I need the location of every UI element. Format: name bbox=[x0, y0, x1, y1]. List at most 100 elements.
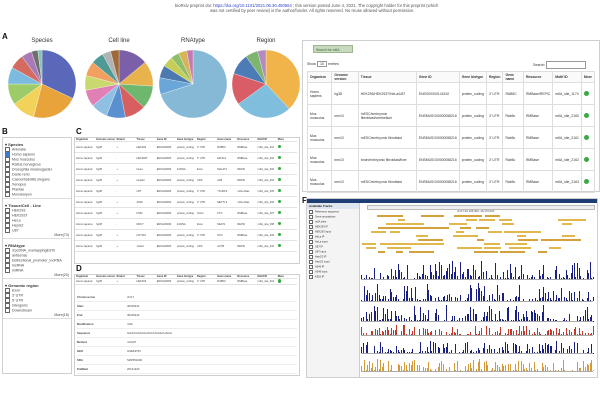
track-list-item[interactable]: Gene annotations bbox=[307, 214, 359, 219]
overview-ruler[interactable] bbox=[367, 205, 595, 210]
filter-item-tissue[interactable]: HeLa bbox=[5, 218, 69, 223]
more-cell[interactable] bbox=[276, 278, 297, 285]
gene-feature[interactable] bbox=[465, 219, 477, 221]
track-list-item[interactable]: A549 IP bbox=[307, 264, 359, 269]
more-cell[interactable] bbox=[276, 185, 297, 197]
track-list-item[interactable]: HepG2 IP bbox=[307, 254, 359, 259]
column-header[interactable]: Resource bbox=[522, 71, 554, 83]
table-row[interactable]: Homo sapiens hg38- HEK293T ENSG00000 protein… bbox=[75, 152, 297, 164]
more-cell[interactable] bbox=[580, 126, 596, 149]
checkbox[interactable] bbox=[309, 219, 313, 224]
table-row[interactable]: Homo sapiens hg38 + HCT116 ENSG00000 protein_… bbox=[75, 229, 297, 241]
track-list-item[interactable]: A549 input bbox=[307, 269, 359, 274]
gene-feature[interactable] bbox=[499, 251, 525, 253]
more-icon[interactable] bbox=[277, 221, 282, 226]
checkbox[interactable] bbox=[5, 223, 10, 228]
gene-feature[interactable] bbox=[475, 227, 490, 229]
checkbox[interactable] bbox=[309, 244, 313, 249]
gene-feature[interactable] bbox=[517, 239, 539, 241]
track-list-item[interactable]: U87 input bbox=[307, 249, 359, 254]
checkbox[interactable] bbox=[5, 303, 10, 308]
checkbox[interactable] bbox=[5, 293, 10, 298]
more-cell[interactable] bbox=[276, 196, 297, 208]
column-header[interactable]: Tissue bbox=[357, 71, 417, 83]
filter-item-tissue[interactable]: U87 bbox=[5, 228, 69, 233]
checkbox[interactable] bbox=[5, 248, 10, 253]
more-cell[interactable] bbox=[276, 207, 297, 219]
table-row[interactable]: Mus musculus mm10 mESC/embryonic fibroblas… bbox=[306, 126, 596, 149]
gene-feature[interactable] bbox=[538, 251, 548, 253]
filter-item-tissue[interactable]: HEK293 bbox=[5, 208, 69, 213]
filter-item-rnatype[interactable]: lncRNA bbox=[5, 263, 69, 268]
table-row[interactable]: Homo sapiens hg38 + Jurkat ENSG00000 protein_… bbox=[75, 240, 297, 252]
more-icon[interactable] bbox=[277, 232, 282, 237]
page-size-select[interactable]: 10 bbox=[317, 61, 327, 67]
gene-feature[interactable] bbox=[487, 231, 503, 233]
more-cell[interactable] bbox=[580, 148, 596, 171]
gene-feature[interactable] bbox=[434, 227, 449, 229]
more-cell[interactable] bbox=[276, 240, 297, 252]
track-list-item[interactable]: HEK293 input bbox=[307, 229, 359, 234]
gene-feature[interactable] bbox=[509, 247, 531, 249]
track-list-item[interactable]: HeLa IP bbox=[307, 234, 359, 239]
checkbox[interactable] bbox=[5, 182, 10, 187]
filter-item-species[interactable]: Rattus norvegicus bbox=[5, 162, 69, 167]
filter-item-species[interactable]: Drosophila melanogaster bbox=[5, 167, 69, 172]
gene-feature[interactable] bbox=[484, 215, 500, 217]
checkbox[interactable] bbox=[5, 263, 10, 268]
gene-feature[interactable] bbox=[455, 231, 464, 233]
gene-feature[interactable] bbox=[454, 215, 472, 217]
checkbox[interactable] bbox=[309, 254, 313, 259]
gene-feature[interactable] bbox=[502, 223, 515, 225]
gene-feature[interactable] bbox=[377, 227, 405, 229]
checkbox[interactable] bbox=[309, 274, 313, 279]
column-header[interactable]: Motif ID bbox=[552, 71, 582, 83]
gene-feature[interactable] bbox=[371, 231, 387, 233]
filter-item-region[interactable]: 5' UTR bbox=[5, 298, 69, 303]
checkbox[interactable] bbox=[309, 214, 313, 219]
track-list-item[interactable]: K562 IP bbox=[307, 274, 359, 279]
more-icon[interactable] bbox=[583, 178, 589, 184]
gene-feature[interactable] bbox=[393, 227, 417, 229]
filter-item-species[interactable]: Caenorhabditis elegans bbox=[5, 177, 69, 182]
checkbox[interactable] bbox=[5, 258, 10, 263]
gene-feature[interactable] bbox=[406, 243, 421, 245]
checkbox[interactable] bbox=[5, 192, 10, 197]
more-icon[interactable] bbox=[583, 134, 589, 140]
more-icon[interactable] bbox=[583, 156, 589, 162]
more-region-link[interactable]: More(15) bbox=[54, 313, 69, 317]
checkbox[interactable] bbox=[309, 224, 313, 229]
more-cell[interactable] bbox=[580, 82, 596, 105]
gene-feature[interactable] bbox=[561, 223, 572, 225]
gene-feature[interactable] bbox=[505, 243, 528, 245]
checkbox[interactable] bbox=[5, 308, 10, 313]
doi-link[interactable]: https://doi.org/10.1101/2021.06.30.45056… bbox=[213, 3, 292, 8]
checkbox[interactable] bbox=[309, 249, 313, 254]
track-list-item[interactable]: HEK293 IP bbox=[307, 224, 359, 229]
more-icon[interactable] bbox=[277, 210, 282, 215]
filter-header-region[interactable]: ▾ Genomic region bbox=[5, 283, 39, 288]
filter-item-region[interactable]: Exon bbox=[5, 288, 69, 293]
checkbox[interactable] bbox=[309, 259, 313, 264]
more-cell[interactable] bbox=[580, 170, 596, 193]
more-cell[interactable] bbox=[276, 163, 297, 175]
checkbox[interactable] bbox=[5, 218, 10, 223]
gene-feature[interactable] bbox=[477, 239, 484, 241]
gene-feature[interactable] bbox=[459, 227, 472, 229]
filter-item-tissue[interactable]: HepG2 bbox=[5, 223, 69, 228]
more-cell[interactable] bbox=[276, 141, 297, 153]
filter-header-species[interactable]: ▾ Species bbox=[5, 142, 24, 147]
more-icon[interactable] bbox=[277, 243, 282, 248]
more-icon[interactable] bbox=[277, 188, 282, 193]
column-header[interactable]: Gene ID bbox=[415, 71, 460, 83]
filter-item-species[interactable]: Xenopus bbox=[5, 182, 69, 187]
gene-feature[interactable] bbox=[409, 251, 434, 253]
gene-feature[interactable] bbox=[455, 235, 472, 237]
checkbox[interactable] bbox=[5, 147, 10, 152]
gene-feature[interactable] bbox=[377, 215, 403, 217]
gene-feature[interactable] bbox=[558, 219, 586, 221]
gene-feature[interactable] bbox=[520, 231, 541, 233]
table-row[interactable]: Mus musculus mm10 mESC/embryonic fibroblas… bbox=[306, 170, 596, 193]
more-cell[interactable] bbox=[580, 104, 596, 127]
checkbox[interactable] bbox=[5, 288, 10, 293]
